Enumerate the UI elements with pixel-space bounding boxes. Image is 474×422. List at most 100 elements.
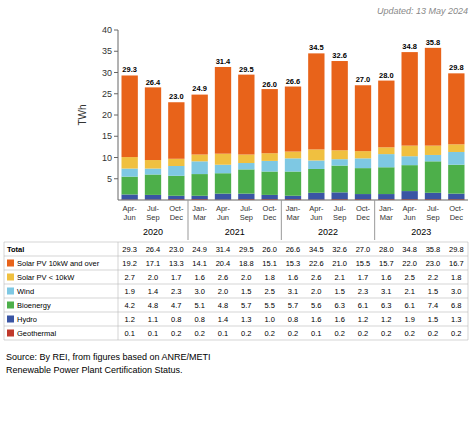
table-cell: 5.1 bbox=[194, 301, 204, 310]
table-cell: 1.3 bbox=[451, 315, 461, 324]
bar-segment bbox=[402, 146, 418, 157]
bar-segment bbox=[145, 175, 161, 195]
tick-mark bbox=[114, 51, 118, 52]
table-cell: 1.5 bbox=[428, 315, 438, 324]
text-line: Oct- bbox=[449, 204, 464, 213]
chart: Updated: 13 May 2024510152025303540TWh29… bbox=[0, 0, 474, 422]
table-cell: 2.2 bbox=[428, 273, 438, 282]
table-cell: 29.5 bbox=[239, 245, 254, 254]
bar-segment bbox=[425, 48, 441, 146]
text-line: Renewable Power Plant Certification Stat… bbox=[6, 365, 183, 375]
table-rule bbox=[4, 242, 468, 243]
bar-segment bbox=[285, 158, 301, 171]
total-label: 26.4 bbox=[146, 78, 161, 87]
text-line: Apr- bbox=[216, 204, 231, 213]
total-label: 29.8 bbox=[449, 63, 464, 72]
category-label: Jul-Sep bbox=[240, 204, 253, 222]
annotation: Source: By REI, from figures based on AN… bbox=[6, 352, 211, 375]
table-cell: 1.6 bbox=[381, 273, 391, 282]
legend-label: Bioenergy bbox=[17, 301, 51, 310]
total-label: 29.5 bbox=[239, 65, 254, 74]
text-line: Sep bbox=[426, 213, 439, 222]
y-axis: 510152025303540 bbox=[102, 25, 118, 200]
category-label: Apr-Jun bbox=[403, 204, 418, 222]
bar-segment bbox=[332, 192, 348, 199]
table-cell: 17.1 bbox=[146, 259, 161, 268]
table-cell: 7.4 bbox=[428, 301, 438, 310]
table-cell: 1.0 bbox=[264, 315, 274, 324]
background bbox=[0, 0, 474, 422]
table-rule bbox=[4, 256, 468, 257]
table-cell: 4.7 bbox=[171, 301, 181, 310]
table-cell: 2.1 bbox=[404, 287, 414, 296]
legend-swatch bbox=[7, 288, 14, 295]
table-cell: 0.8 bbox=[288, 315, 298, 324]
text-line: Jun bbox=[124, 213, 136, 222]
bar-segment bbox=[448, 194, 464, 200]
text-line: Oct- bbox=[169, 204, 184, 213]
table-cell: 0.2 bbox=[264, 329, 274, 338]
table-cell: 2.0 bbox=[218, 287, 228, 296]
bar-segment bbox=[145, 160, 161, 169]
bar-segment bbox=[355, 168, 371, 194]
bar-segment bbox=[215, 173, 231, 193]
table-cell: 5.5 bbox=[264, 301, 274, 310]
tick-label: 40 bbox=[102, 25, 112, 35]
table-cell: 0.2 bbox=[451, 329, 461, 338]
total-label: 26.6 bbox=[286, 77, 301, 86]
bar-segment bbox=[308, 169, 324, 193]
table-cell: 0.8 bbox=[194, 315, 204, 324]
text-line: Mar bbox=[193, 213, 206, 222]
bar-segment bbox=[215, 67, 231, 154]
table-rule bbox=[4, 242, 5, 340]
category-label: Jul-Sep bbox=[146, 204, 159, 222]
legend-label: Hydro bbox=[17, 315, 37, 324]
bar-segment bbox=[402, 52, 418, 146]
bar-segment bbox=[285, 152, 301, 159]
table-cell: 14.1 bbox=[192, 259, 207, 268]
table-cell: 3.1 bbox=[288, 287, 298, 296]
bar-segment bbox=[308, 53, 324, 149]
bar-segment bbox=[448, 152, 464, 165]
legend-swatch bbox=[7, 260, 14, 267]
table-cell: 15.7 bbox=[379, 259, 394, 268]
text-line: Mar bbox=[380, 213, 393, 222]
table-cell: 2.0 bbox=[148, 273, 158, 282]
text-line: Jan- bbox=[192, 204, 207, 213]
table-cell: 5.6 bbox=[311, 301, 321, 310]
bar-segment bbox=[448, 73, 464, 144]
text-line: Dec bbox=[263, 213, 277, 222]
bar-segment bbox=[262, 153, 278, 161]
text-line: Oct- bbox=[263, 204, 278, 213]
tick-mark bbox=[114, 136, 118, 137]
legend-label: Geothermal bbox=[17, 329, 57, 338]
table-cell: 19.2 bbox=[122, 259, 137, 268]
bar-segment bbox=[238, 163, 254, 169]
table-cell: 1.2 bbox=[358, 315, 368, 324]
legend-label: Solar PV < 10kW bbox=[17, 273, 75, 282]
total-label: 34.5 bbox=[309, 43, 324, 52]
group-divider bbox=[281, 200, 282, 240]
legend-swatch bbox=[7, 302, 14, 309]
table-cell: 2.7 bbox=[124, 273, 134, 282]
table-cell: 0.2 bbox=[334, 329, 344, 338]
table-cell: 6.3 bbox=[381, 301, 391, 310]
bar-segment bbox=[238, 75, 254, 155]
table-cell: 29.8 bbox=[449, 245, 464, 254]
total-label: 29.3 bbox=[122, 65, 137, 74]
bar-segment bbox=[122, 169, 138, 177]
bar-segment bbox=[355, 151, 371, 158]
table-cell: 4.8 bbox=[148, 301, 158, 310]
table-cell: 2.0 bbox=[241, 273, 251, 282]
bar-segment bbox=[448, 165, 464, 194]
table-cell: 0.8 bbox=[171, 315, 181, 324]
bar-segment bbox=[308, 160, 324, 169]
table-cell: 23.0 bbox=[426, 259, 441, 268]
table-cell: 26.6 bbox=[286, 245, 301, 254]
y-axis-line bbox=[118, 30, 119, 200]
table-cell: 16.7 bbox=[449, 259, 464, 268]
total-label: 26.0 bbox=[262, 80, 277, 89]
category-label: Jul-Sep bbox=[333, 204, 346, 222]
table-cell: 4.8 bbox=[218, 301, 228, 310]
table-cell: 2.3 bbox=[171, 287, 181, 296]
